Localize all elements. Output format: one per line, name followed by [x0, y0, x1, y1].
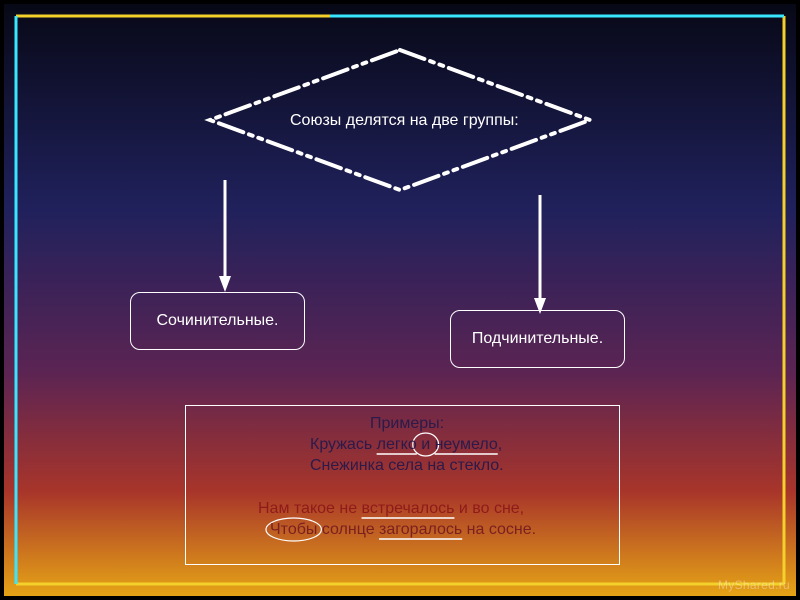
box-subordinating: Подчинительные.: [450, 310, 625, 368]
box-subordinating-label: Подчинительные.: [472, 330, 603, 348]
box-coordinating: Сочинительные.: [130, 292, 305, 350]
ex3-word: встречалось: [362, 500, 455, 517]
ex3-prefix: Нам такое не: [258, 500, 362, 517]
ex4-word1: Чтобы: [270, 521, 317, 538]
ex4-word2: загоралось: [379, 521, 462, 538]
examples-line-4: Чтобы солнце загоралось на сосне.: [270, 521, 536, 539]
ex1-word2: неумело: [435, 436, 498, 453]
examples-line-3: Нам такое не встречалось и во сне,: [258, 500, 524, 518]
title-text: Союзы делятся на две группы:: [290, 112, 519, 130]
ex1-mid: и: [417, 436, 435, 453]
ex4-mid: солнце: [317, 521, 379, 538]
slide-canvas: Союзы делятся на две группы: Сочинительн…: [0, 0, 800, 600]
ex1-comma: ,: [498, 436, 502, 453]
examples-title: Примеры:: [370, 415, 444, 433]
watermark: MyShared.ru: [718, 578, 790, 592]
ex1-word1: легко: [377, 436, 417, 453]
box-coordinating-label: Сочинительные.: [156, 312, 278, 330]
ex3-suffix: и во сне,: [454, 500, 524, 517]
ex4-suffix: на сосне.: [462, 521, 536, 538]
examples-line-1: Кружась легко и неумело,: [310, 436, 502, 454]
ex1-prefix: Кружась: [310, 436, 377, 453]
examples-line-2: Снежинка села на стекло.: [310, 457, 504, 475]
